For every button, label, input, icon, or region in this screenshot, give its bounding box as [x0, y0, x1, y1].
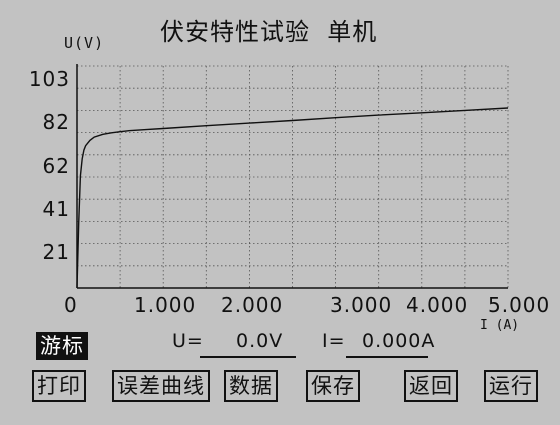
page-title: 伏安特性试验 单机	[160, 18, 378, 46]
voltage-label: U=	[172, 330, 204, 352]
data-button[interactable]: 数据	[224, 370, 278, 402]
voltage-underline	[200, 356, 296, 358]
x-tick-label: 1.000	[134, 293, 197, 317]
current-value: 0.000A	[362, 330, 436, 352]
chart-grid	[77, 65, 509, 288]
print-button[interactable]: 打印	[32, 370, 86, 402]
cursor-button[interactable]: 游标	[36, 332, 88, 360]
y-tick-label: 21	[42, 240, 70, 264]
x-tick-label: 0	[64, 293, 78, 317]
error-curve-button[interactable]: 误差曲线	[112, 370, 210, 402]
current-label: I=	[322, 330, 346, 352]
current-underline	[346, 356, 428, 358]
voltage-value: 0.0V	[236, 330, 284, 352]
y-tick-label: 41	[42, 197, 70, 221]
x-tick-label: 5.000	[488, 293, 551, 317]
y-axis-label: U(V)	[64, 34, 105, 52]
x-tick-label: 4.000	[406, 293, 469, 317]
x-axis-label: I (A)	[480, 318, 520, 333]
back-button[interactable]: 返回	[404, 370, 458, 402]
series-line	[76, 107, 509, 289]
save-button[interactable]: 保存	[306, 370, 360, 402]
x-tick-label: 3.000	[330, 293, 393, 317]
chart-axes	[76, 64, 508, 289]
y-tick-label: 103	[28, 67, 70, 91]
y-tick-label: 62	[42, 154, 70, 178]
y-tick-label: 82	[42, 110, 70, 134]
x-tick-label: 2.000	[221, 293, 284, 317]
run-button[interactable]: 运行	[484, 370, 538, 402]
